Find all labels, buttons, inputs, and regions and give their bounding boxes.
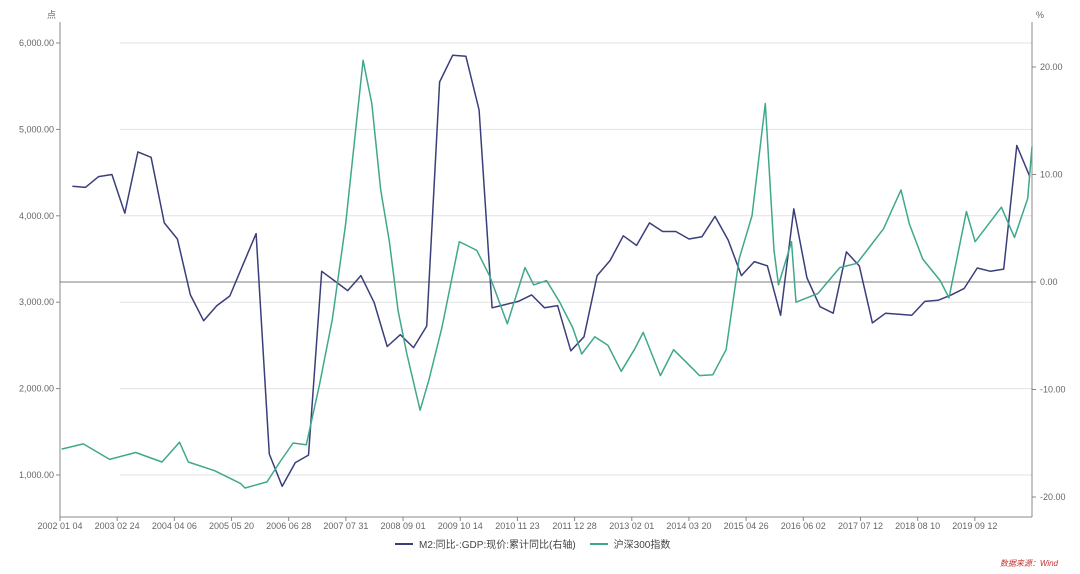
legend-item-m2-gdp: M2:同比-:GDP:现价:累计同比(右轴): [395, 536, 576, 551]
series-line-m2-gdp: [72, 54, 1031, 488]
x-tick-label: 2017 07 12: [838, 521, 883, 531]
right-tick-label: -10.00: [1040, 385, 1066, 395]
series-line-hs300: [61, 59, 1033, 489]
x-tick-label: 2005 05 20: [209, 521, 254, 531]
x-tick-label: 2019 09 12: [952, 521, 997, 531]
axis-layer: [56, 22, 1036, 521]
legend-label-hs300: 沪深300指数: [613, 540, 671, 551]
legend-item-hs300: 沪深300指数: [589, 536, 671, 551]
legend-label-m2-gdp: M2:同比-:GDP:现价:累计同比(右轴): [419, 540, 576, 551]
left-unit-label: 点: [47, 10, 56, 20]
series-layer: [61, 54, 1033, 489]
label-layer: 点 % 1,000.00 2,000.00 3,000.00 4,000.00 5,000.…: [19, 10, 1066, 531]
legend-swatch-m2-gdp: [395, 542, 413, 545]
legend-swatch-hs300: [589, 542, 608, 545]
grid-layer: [120, 42, 1032, 476]
source-note: 数据来源：Wind: [999, 559, 1058, 568]
right-tick-label: 20.00: [1040, 62, 1063, 72]
x-tick-label: 2009 10 14: [438, 521, 483, 531]
x-tick-label: 2016 06 02: [781, 521, 826, 531]
left-tick-label: 4,000.00: [19, 211, 54, 221]
right-tick-label: 10.00: [1040, 170, 1063, 180]
x-tick-label: 2011 12 28: [552, 521, 596, 531]
x-tick-label: 2007 07 31: [323, 521, 368, 531]
x-tick-label: 2006 06 28: [266, 521, 311, 531]
x-tick-label: 2013 02 01: [609, 521, 654, 531]
left-tick-label: 1,000.00: [19, 470, 54, 480]
x-tick-label: 2002 01 04: [37, 521, 82, 531]
left-tick-label: 3,000.00: [19, 297, 54, 307]
x-tick-label: 2015 04 26: [724, 521, 769, 531]
legend: M2:同比-:GDP:现价:累计同比(右轴) 沪深300指数: [395, 536, 670, 551]
right-tick-label: -20.00: [1040, 492, 1066, 502]
x-tick-label: 2014 03 20: [666, 521, 711, 531]
x-tick-label: 2010 11 23: [495, 521, 539, 531]
left-tick-label: 5,000.00: [19, 124, 54, 134]
x-tick-label: 2018 08 10: [895, 521, 940, 531]
x-tick-label: 2004 04 06: [152, 521, 197, 531]
x-tick-label: 2003 02 24: [95, 521, 140, 531]
left-tick-label: 2,000.00: [19, 384, 54, 394]
x-tick-label: 2008 09 01: [381, 521, 426, 531]
right-tick-label: 0.00: [1040, 277, 1058, 287]
right-unit-label: %: [1036, 10, 1044, 20]
left-tick-label: 6,000.00: [19, 38, 54, 48]
